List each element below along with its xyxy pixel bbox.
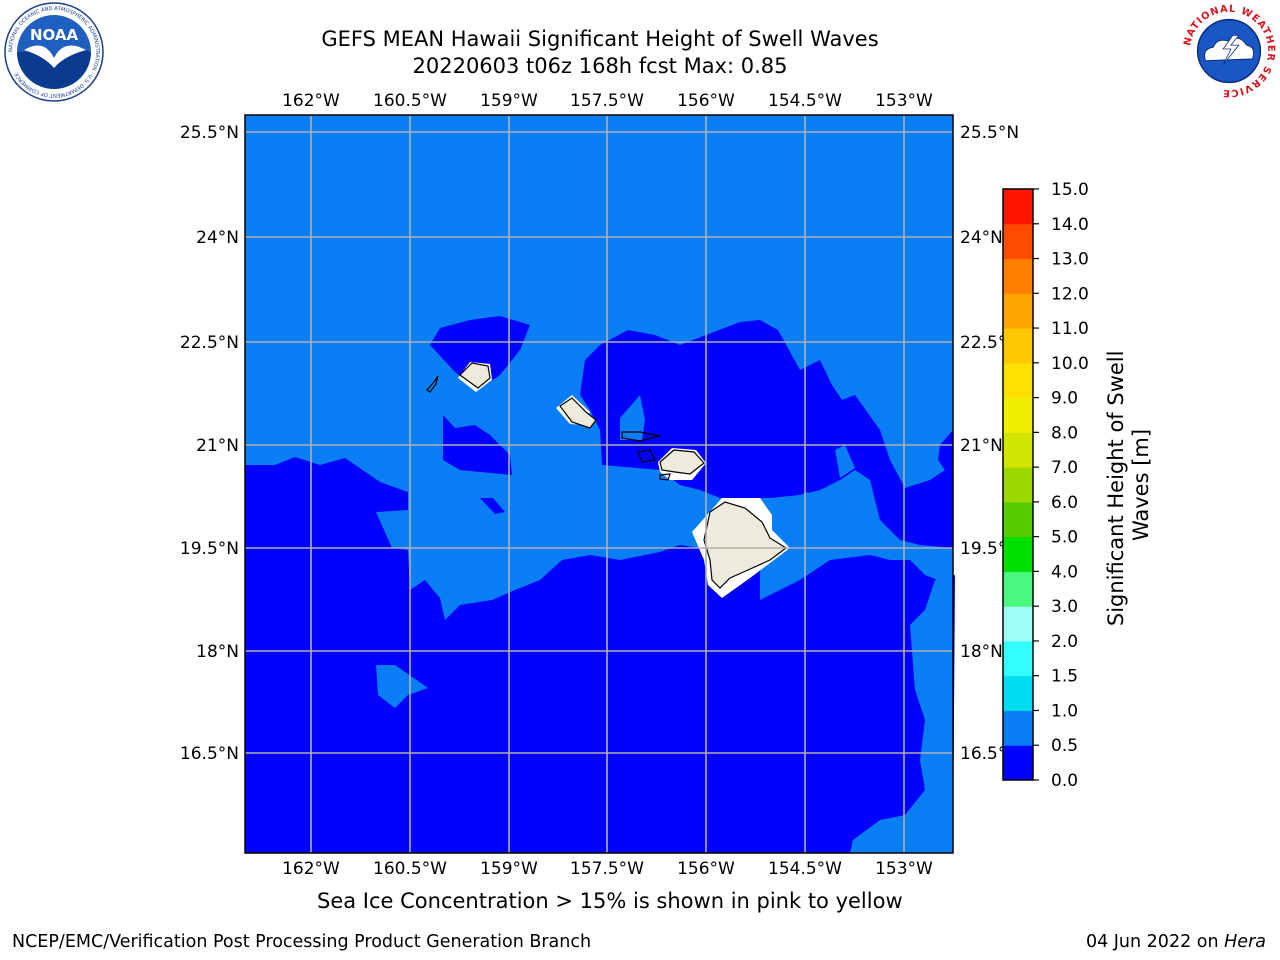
lat-label-left: 24°N: [196, 228, 239, 248]
lon-label-top: 154.5°W: [768, 91, 842, 111]
lat-labels-left: 25.5°N 24°N 22.5°N 21°N 19.5°N 18°N 16.5…: [180, 123, 239, 764]
noaa-logo-icon: NOAA NATIONAL OCEANIC AND ATMOSPHERIC AD…: [4, 2, 104, 102]
colorbar-tick-label: 4.0: [1051, 562, 1078, 582]
oahu-island: [559, 397, 597, 429]
lon-label-top: 153°W: [875, 91, 933, 111]
footer-date-text: 04 Jun 2022 on: [1085, 932, 1225, 952]
colorbar-segment: [1003, 258, 1033, 294]
map-subtitle: 20220603 t06z 168h fcst Max: 0.85: [412, 54, 788, 78]
lon-label-bottom: 154.5°W: [768, 859, 842, 879]
noaa-logo-text: NOAA: [30, 26, 79, 44]
colorbar-segment: [1003, 710, 1033, 746]
niihau-island: [426, 375, 439, 393]
colorbar-tick-label: 6.0: [1051, 493, 1078, 513]
swell-band-low: [245, 316, 955, 853]
lat-label-right: 18°N: [960, 642, 1003, 662]
colorbar-tick-label: 1.0: [1051, 701, 1078, 721]
lanai-island: [637, 449, 656, 463]
lat-label-left: 22.5°N: [180, 333, 239, 353]
lat-label-left: 19.5°N: [180, 539, 239, 559]
colorbar-segment: [1003, 501, 1033, 538]
colorbar-segment: [1003, 328, 1033, 364]
lat-label-right: 21°N: [960, 436, 1003, 456]
colorbar-segment: [1003, 293, 1033, 329]
colorbar-tick-label: 13.0: [1051, 250, 1089, 270]
colorbar-segment: [1003, 362, 1033, 399]
colorbar-tick-label: 10.0: [1051, 354, 1089, 374]
lat-label-right: 25.5°N: [960, 123, 1019, 143]
colorbar-segment: [1003, 432, 1033, 468]
colorbar-segment: [1003, 675, 1033, 711]
colorbar-tick-label: 0.5: [1051, 736, 1078, 756]
colorbar: 0.0 0.5 1.0 1.5 2.0 3.0 4.0 5.0 6.0 7.0 8.0 9.0 10.0…: [1002, 180, 1089, 791]
molokai-island: [621, 431, 661, 442]
lon-label-top: 160.5°W: [373, 91, 447, 111]
lon-labels-top: 162°W 160.5°W 159°W 157.5°W 156°W 154.5°…: [282, 91, 933, 111]
maui-island: [659, 449, 705, 475]
colorbar-tick-label: 3.0: [1051, 597, 1078, 617]
colorbar-tick-label: 9.0: [1051, 389, 1078, 409]
colorbar-segment: [1003, 223, 1033, 260]
colorbar-segment: [1003, 536, 1033, 572]
colorbar-segment: [1003, 467, 1033, 503]
colorbar-segment: [1003, 640, 1033, 677]
lon-label-top: 157.5°W: [570, 91, 644, 111]
lon-label-top: 162°W: [282, 91, 340, 111]
lon-label-bottom: 156°W: [677, 859, 735, 879]
colorbar-label-line2: Waves [m]: [1129, 429, 1153, 541]
lon-label-top: 156°W: [677, 91, 735, 111]
colorbar-label: Significant Height of Swell Waves [m]: [1104, 344, 1153, 626]
colorbar-tick-label: 11.0: [1051, 319, 1089, 339]
lon-label-bottom: 159°W: [480, 859, 538, 879]
lat-label-left: 21°N: [196, 436, 239, 456]
sea-ice-footnote: Sea Ice Concentration > 15% is shown in …: [317, 889, 903, 913]
lat-label-left: 16.5°N: [180, 744, 239, 764]
lon-label-top: 159°W: [480, 91, 538, 111]
colorbar-tick-label: 5.0: [1051, 528, 1078, 548]
map-title: GEFS MEAN Hawaii Significant Height of S…: [321, 27, 879, 51]
lon-label-bottom: 162°W: [282, 859, 340, 879]
kahoolawe-island: [659, 473, 671, 481]
lat-label-left: 18°N: [196, 642, 239, 662]
map-gridlines: [245, 115, 953, 853]
footer-date: 04 Jun 2022 on Hera: [1086, 932, 1266, 952]
footer-host: Hera: [1224, 932, 1266, 952]
nws-logo-icon: NATIONAL WEATHER SERVICE: [1181, 4, 1277, 98]
hawaii-big-island: [703, 501, 788, 589]
swell-band-mid: [376, 395, 953, 853]
lat-label-left: 25.5°N: [180, 123, 239, 143]
footer-credit: NCEP/EMC/Verification Post Processing Pr…: [12, 932, 592, 952]
map-frame: [244, 114, 954, 854]
lon-label-bottom: 160.5°W: [373, 859, 447, 879]
colorbar-tick-label: 8.0: [1051, 423, 1078, 443]
colorbar-tick-label: 1.5: [1051, 667, 1078, 687]
colorbar-tick-label: 2.0: [1051, 632, 1078, 652]
lon-label-bottom: 153°W: [875, 859, 933, 879]
colorbar-segment: [1003, 189, 1033, 225]
lon-label-bottom: 157.5°W: [570, 859, 644, 879]
lon-labels-bottom: 162°W 160.5°W 159°W 157.5°W 156°W 154.5°…: [282, 859, 933, 879]
kauai-island: [459, 362, 491, 389]
colorbar-tick-label: 0.0: [1051, 771, 1078, 791]
colorbar-frame: [1002, 188, 1034, 781]
colorbar-label-line1: Significant Height of Swell: [1104, 351, 1128, 627]
colorbar-segment: [1003, 397, 1033, 433]
colorbar-tick-label: 14.0: [1051, 215, 1089, 235]
colorbar-tick-label: 7.0: [1051, 458, 1078, 478]
colorbar-segment: [1003, 606, 1033, 642]
lat-label-right: 24°N: [960, 228, 1003, 248]
colorbar-segment: [1003, 571, 1033, 607]
colorbar-tick-label: 12.0: [1051, 284, 1089, 304]
colorbar-segment: [1003, 745, 1033, 781]
colorbar-tick-label: 15.0: [1051, 180, 1089, 200]
